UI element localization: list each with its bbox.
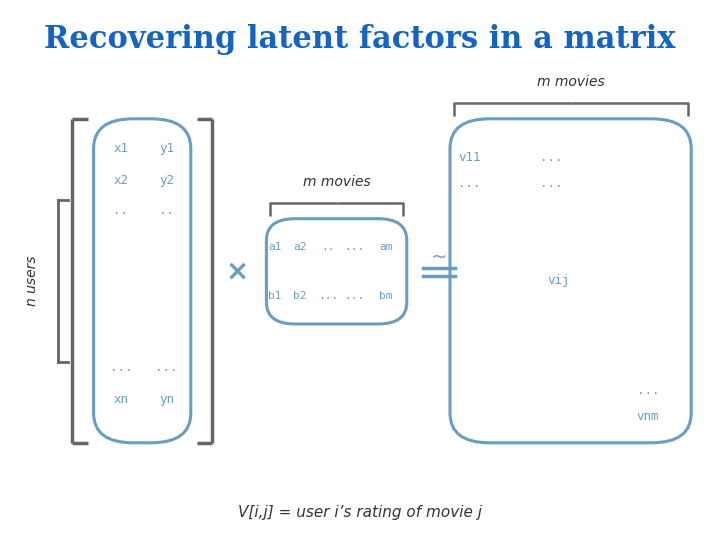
Text: x1: x1 [113,142,128,155]
Text: Recovering latent factors in a matrix: Recovering latent factors in a matrix [45,24,675,55]
Text: bm: bm [379,291,392,301]
Text: am: am [379,242,392,252]
Text: ..: .. [113,204,128,217]
Text: ...: ... [540,151,562,164]
Text: ...: ... [540,177,562,190]
Text: ...: ... [345,242,365,252]
Text: V[i,j] = user i’s rating of movie j: V[i,j] = user i’s rating of movie j [238,505,482,521]
Text: ...: ... [458,177,480,190]
Text: yn: yn [159,393,174,406]
Text: b2: b2 [293,291,307,301]
Text: n users: n users [25,255,40,306]
Text: ...: ... [156,361,178,374]
Text: ~: ~ [431,248,447,267]
Text: a1: a1 [268,242,282,252]
Text: xn: xn [113,393,128,406]
Text: ...: ... [345,291,365,301]
Text: b1: b1 [268,291,282,301]
Text: ×: × [226,257,249,285]
Text: v11: v11 [458,151,480,164]
Text: ...: ... [318,291,338,301]
Text: y1: y1 [159,142,174,155]
Text: ..: .. [159,204,174,217]
Text: ...: ... [636,384,659,397]
Text: ..: .. [321,242,335,252]
Text: ...: ... [109,361,132,374]
Text: y2: y2 [159,174,174,187]
Text: m movies: m movies [536,75,605,89]
Text: a2: a2 [293,242,307,252]
Text: m movies: m movies [302,175,371,189]
Text: vnm: vnm [636,410,659,423]
Text: vij: vij [547,274,570,287]
Text: x2: x2 [113,174,128,187]
